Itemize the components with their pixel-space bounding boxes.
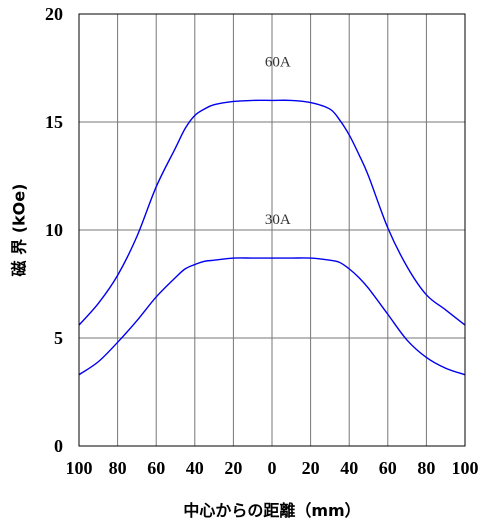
y-tick-label: 0 bbox=[54, 436, 63, 456]
grid-layer bbox=[79, 14, 465, 446]
y-tick-label: 15 bbox=[45, 112, 63, 132]
y-tick-label: 20 bbox=[45, 4, 63, 24]
x-tick-label: 60 bbox=[147, 458, 165, 478]
x-tick-label: 100 bbox=[452, 458, 479, 478]
y-tick-label: 5 bbox=[54, 328, 63, 348]
x-tick-label: 20 bbox=[224, 458, 242, 478]
series-line-60A bbox=[78, 99, 466, 326]
x-tick-label: 60 bbox=[379, 458, 397, 478]
x-tick-label: 80 bbox=[109, 458, 127, 478]
series-label-60A: 60A bbox=[265, 54, 291, 70]
y-axis-title: 磁 界 (kOe) bbox=[10, 184, 29, 277]
label-layer: 60A 30A bbox=[265, 54, 291, 228]
x-tick-label: 80 bbox=[417, 458, 435, 478]
y-tick-label: 10 bbox=[45, 220, 63, 240]
plot-frame bbox=[78, 13, 466, 447]
x-tick-label: 100 bbox=[66, 458, 93, 478]
x-tick-label: 40 bbox=[186, 458, 204, 478]
series-label-30A: 30A bbox=[265, 212, 291, 228]
series-line-30A bbox=[78, 257, 466, 376]
x-tick-label: 20 bbox=[302, 458, 320, 478]
x-axis-title: 中心からの距離（mm） bbox=[183, 501, 360, 520]
x-tick-label: 0 bbox=[268, 458, 277, 478]
x-tick-label: 40 bbox=[340, 458, 358, 478]
series-layer bbox=[78, 99, 466, 376]
